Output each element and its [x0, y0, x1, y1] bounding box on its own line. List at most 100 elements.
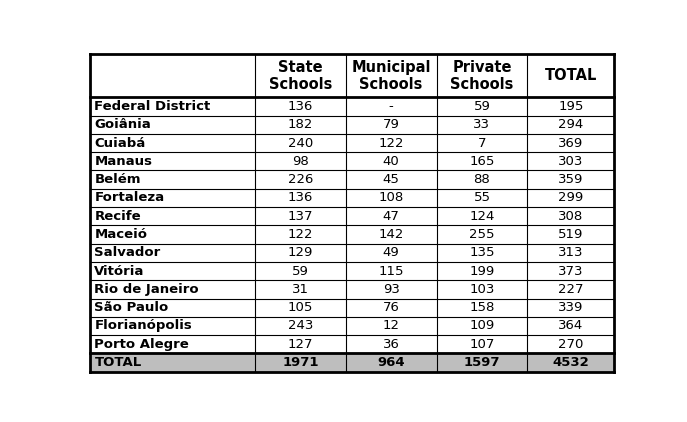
Text: Manaus: Manaus: [94, 155, 153, 168]
Text: 40: 40: [383, 155, 400, 168]
Text: Rio de Janeiro: Rio de Janeiro: [94, 283, 199, 296]
Text: 122: 122: [379, 137, 404, 149]
Bar: [346, 298, 436, 317]
Bar: [90, 116, 255, 134]
Bar: [436, 116, 528, 134]
Text: Cuiabá: Cuiabá: [94, 137, 146, 149]
Text: Vitória: Vitória: [94, 265, 145, 278]
Bar: [436, 97, 528, 116]
Bar: [346, 335, 436, 354]
Text: 103: 103: [469, 283, 495, 296]
Bar: [528, 335, 614, 354]
Bar: [346, 189, 436, 207]
Text: 339: 339: [559, 301, 583, 314]
Text: 195: 195: [559, 100, 583, 113]
Text: 108: 108: [379, 192, 404, 204]
Bar: [528, 262, 614, 280]
Bar: [436, 170, 528, 189]
Text: 158: 158: [469, 301, 495, 314]
Bar: [528, 189, 614, 207]
Text: Belém: Belém: [94, 173, 141, 186]
Text: 105: 105: [288, 301, 313, 314]
Text: 243: 243: [288, 319, 313, 333]
Bar: [90, 152, 255, 170]
Bar: [528, 243, 614, 262]
Text: 49: 49: [383, 246, 400, 259]
Bar: [255, 152, 346, 170]
Bar: [346, 97, 436, 116]
Text: Maceió: Maceió: [94, 228, 148, 241]
Bar: [255, 207, 346, 225]
Text: 7: 7: [477, 137, 486, 149]
Bar: [255, 116, 346, 134]
Text: Fortaleza: Fortaleza: [94, 192, 164, 204]
Text: 270: 270: [559, 338, 583, 351]
Bar: [90, 317, 255, 335]
Text: 294: 294: [559, 118, 583, 131]
Text: 107: 107: [469, 338, 495, 351]
Text: 36: 36: [383, 338, 400, 351]
Bar: [436, 298, 528, 317]
Text: 136: 136: [288, 100, 313, 113]
Bar: [90, 189, 255, 207]
Bar: [255, 298, 346, 317]
Bar: [436, 262, 528, 280]
Bar: [528, 298, 614, 317]
Bar: [346, 262, 436, 280]
Text: 199: 199: [469, 265, 495, 278]
Text: 369: 369: [559, 137, 583, 149]
Text: 79: 79: [383, 118, 400, 131]
Bar: [90, 97, 255, 116]
Text: Municipal
Schools: Municipal Schools: [352, 60, 431, 92]
Text: 255: 255: [469, 228, 495, 241]
Bar: [528, 97, 614, 116]
Bar: [255, 54, 346, 97]
Text: 137: 137: [288, 210, 313, 223]
Bar: [528, 354, 614, 372]
Text: 359: 359: [559, 173, 583, 186]
Bar: [255, 134, 346, 152]
Text: 142: 142: [379, 228, 404, 241]
Text: 59: 59: [292, 265, 309, 278]
Bar: [255, 262, 346, 280]
Bar: [90, 243, 255, 262]
Text: 135: 135: [469, 246, 495, 259]
Bar: [346, 170, 436, 189]
Bar: [436, 152, 528, 170]
Text: 165: 165: [469, 155, 495, 168]
Text: 33: 33: [473, 118, 491, 131]
Bar: [346, 207, 436, 225]
Bar: [528, 152, 614, 170]
Text: 45: 45: [383, 173, 400, 186]
Bar: [346, 116, 436, 134]
Bar: [528, 207, 614, 225]
Text: 303: 303: [559, 155, 583, 168]
Bar: [436, 225, 528, 243]
Text: Private
Schools: Private Schools: [450, 60, 514, 92]
Bar: [255, 189, 346, 207]
Text: 98: 98: [292, 155, 308, 168]
Text: 115: 115: [379, 265, 404, 278]
Bar: [90, 298, 255, 317]
Text: São Paulo: São Paulo: [94, 301, 168, 314]
Text: 1971: 1971: [282, 356, 319, 369]
Bar: [346, 134, 436, 152]
Bar: [255, 354, 346, 372]
Text: 127: 127: [288, 338, 313, 351]
Text: 313: 313: [558, 246, 584, 259]
Text: 136: 136: [288, 192, 313, 204]
Bar: [436, 134, 528, 152]
Text: 364: 364: [559, 319, 583, 333]
Text: TOTAL: TOTAL: [94, 356, 142, 369]
Text: -: -: [389, 100, 394, 113]
Text: 31: 31: [292, 283, 309, 296]
Text: 373: 373: [558, 265, 584, 278]
Text: 93: 93: [383, 283, 400, 296]
Bar: [90, 280, 255, 298]
Bar: [90, 54, 255, 97]
Text: 240: 240: [288, 137, 313, 149]
Text: Salvador: Salvador: [94, 246, 161, 259]
Text: 59: 59: [473, 100, 491, 113]
Text: Federal District: Federal District: [94, 100, 211, 113]
Bar: [255, 225, 346, 243]
